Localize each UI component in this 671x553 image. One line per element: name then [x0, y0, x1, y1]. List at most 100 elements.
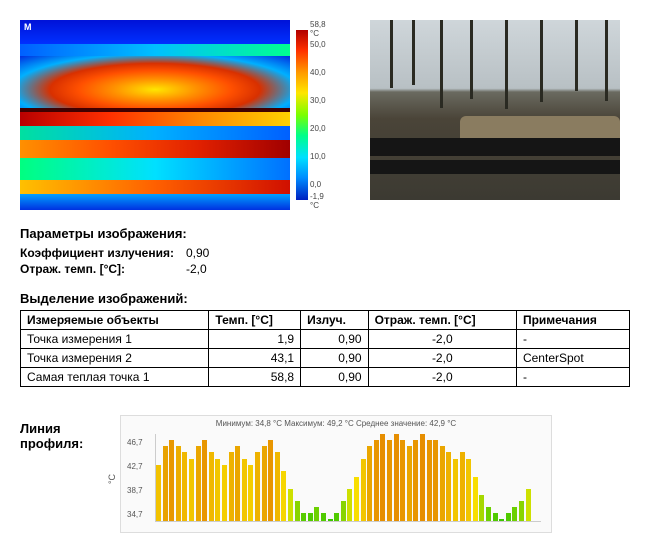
profile-bar: [407, 446, 412, 521]
profile-bar: [479, 495, 484, 521]
table-cell: -2,0: [368, 330, 516, 349]
profile-bar: [499, 519, 504, 521]
table-cell: -2,0: [368, 368, 516, 387]
colorbar-tick: 0,0: [310, 180, 321, 189]
profile-bar: [202, 440, 207, 521]
param-value: 0,90: [186, 245, 221, 261]
table-cell: 0,90: [301, 368, 368, 387]
table-cell: -: [516, 368, 629, 387]
profile-bar: [196, 446, 201, 521]
profile-bar: [229, 452, 234, 521]
profile-bar: [334, 513, 339, 521]
profile-bar: [182, 452, 187, 521]
params-title: Параметры изображения:: [20, 226, 651, 241]
profile-bar: [473, 477, 478, 521]
colorbar-gradient: [296, 30, 308, 200]
profile-bar: [380, 434, 385, 521]
profile-bar: [526, 489, 531, 521]
table-header: Излуч.: [301, 311, 368, 330]
profile-stats: Минимум: 34,8 °C Максимум: 49,2 °C Средн…: [121, 419, 551, 428]
colorbar: 58,8 °C 50,040,030,020,010,00,0 -1,9 °C: [294, 20, 330, 210]
profile-bar: [189, 459, 194, 522]
table-header: Примечания: [516, 311, 629, 330]
profile-bar: [433, 440, 438, 521]
colorbar-tick: 10,0: [310, 152, 326, 161]
profile-bar: [427, 440, 432, 521]
profile-bar: [248, 465, 253, 521]
profile-bar: [420, 434, 425, 521]
profile-bar: [354, 477, 359, 521]
bars-area: [155, 434, 541, 522]
profile-bar: [156, 465, 161, 521]
image-params: Параметры изображения: Коэффициент излуч…: [20, 226, 651, 277]
table-cell: Точка измерения 1: [21, 330, 209, 349]
profile-bar: [222, 465, 227, 521]
colorbar-tick: 40,0: [310, 68, 326, 77]
thermal-block: M 58,8 °C 50,040,030,020,010,00,0 -1,9 °…: [20, 20, 330, 210]
profile-bar: [519, 501, 524, 521]
table-cell: -: [516, 330, 629, 349]
colorbar-tick: 50,0: [310, 40, 326, 49]
param-label: Коэффициент излучения:: [20, 245, 186, 261]
profile-bar: [361, 459, 366, 522]
thermal-corner-label: M: [24, 22, 32, 32]
table-header: Измеряемые объекты: [21, 311, 209, 330]
profile-bar: [215, 459, 220, 522]
profile-bar: [321, 513, 326, 521]
profile-bar: [387, 440, 392, 521]
profile-section: Линия профиля: Минимум: 34,8 °C Максимум…: [20, 415, 651, 533]
table-row: Точка измерения 243,10,90-2,0CenterSpot: [21, 349, 630, 368]
table-header: Отраж. темп. [°C]: [368, 311, 516, 330]
profile-bar: [460, 452, 465, 521]
profile-bar: [486, 507, 491, 521]
thermal-image: M: [20, 20, 290, 210]
profile-label: Линия профиля:: [20, 415, 100, 533]
profile-bar: [288, 489, 293, 521]
profile-bar: [314, 507, 319, 521]
profile-bar: [301, 513, 306, 521]
colorbar-tick: 20,0: [310, 124, 326, 133]
profile-bar: [209, 452, 214, 521]
profile-bar: [235, 446, 240, 521]
y-tick: 42,7: [127, 462, 143, 471]
table-cell: CenterSpot: [516, 349, 629, 368]
profile-bar: [255, 452, 260, 521]
measurements-table: Измеряемые объектыТемп. [°C]Излуч.Отраж.…: [20, 310, 630, 387]
profile-bar: [446, 452, 451, 521]
y-tick: 46,7: [127, 438, 143, 447]
y-tick: 38,7: [127, 486, 143, 495]
profile-bar: [374, 440, 379, 521]
table-cell: 43,1: [209, 349, 301, 368]
table-cell: 58,8: [209, 368, 301, 387]
profile-bar: [506, 513, 511, 521]
table-cell: 0,90: [301, 330, 368, 349]
profile-bar: [394, 434, 399, 521]
y-tick: 34,7: [127, 510, 143, 519]
profile-bar: [466, 459, 471, 522]
profile-bar: [512, 507, 517, 521]
profile-bar: [400, 440, 405, 521]
table-cell: 0,90: [301, 349, 368, 368]
profile-bar: [328, 519, 333, 521]
table-cell: -2,0: [368, 349, 516, 368]
table-cell: Самая теплая точка 1: [21, 368, 209, 387]
profile-bar: [347, 489, 352, 521]
table-cell: Точка измерения 2: [21, 349, 209, 368]
profile-bar: [163, 446, 168, 521]
profile-bar: [295, 501, 300, 521]
table-row: Самая теплая точка 158,80,90-2,0-: [21, 368, 630, 387]
param-label: Отраж. темп. [°C]:: [20, 261, 186, 277]
table-header: Темп. [°C]: [209, 311, 301, 330]
profile-bar: [440, 446, 445, 521]
colorbar-tick: 30,0: [310, 96, 326, 105]
profile-bar: [262, 446, 267, 521]
profile-bar: [169, 440, 174, 521]
colorbar-max: 58,8 °C: [310, 20, 330, 38]
table-title: Выделение изображений:: [20, 291, 651, 306]
table-cell: 1,9: [209, 330, 301, 349]
profile-bar: [268, 440, 273, 521]
profile-bar: [493, 513, 498, 521]
param-value: -2,0: [186, 261, 221, 277]
profile-bar: [413, 440, 418, 521]
profile-bar: [176, 446, 181, 521]
